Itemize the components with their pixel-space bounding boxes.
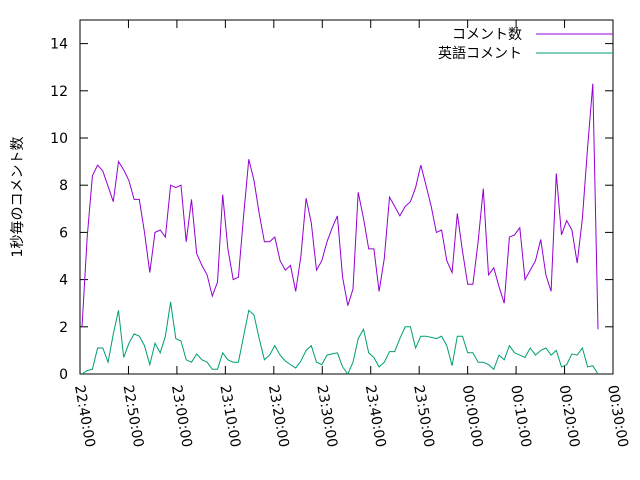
x-tick-label: 23:10:00 xyxy=(216,384,243,449)
x-tick-label: 22:50:00 xyxy=(120,384,147,449)
series-line-2 xyxy=(81,301,599,375)
x-tick-label: 23:50:00 xyxy=(410,384,437,449)
x-tick-label: 22:40:00 xyxy=(71,384,98,449)
legend-label: 英語コメント xyxy=(438,45,522,62)
y-tick-label: 8 xyxy=(59,178,68,194)
y-tick-label: 6 xyxy=(59,225,68,241)
series-line-1 xyxy=(81,83,599,330)
y-axis-label: 1秒毎のコメント数 xyxy=(10,137,26,258)
y-tick-label: 4 xyxy=(59,273,68,289)
x-tick-label: 23:20:00 xyxy=(265,384,292,449)
x-tick-label: 00:00:00 xyxy=(459,384,486,449)
x-tick-label: 23:00:00 xyxy=(168,384,195,449)
x-tick-label: 00:10:00 xyxy=(507,384,534,449)
x-tick-label: 00:20:00 xyxy=(556,384,583,449)
y-tick-label: 0 xyxy=(59,367,68,383)
y-axis-ticks: 0 2 4 6 8 10 12 14 xyxy=(50,37,613,383)
x-tick-label: 23:40:00 xyxy=(362,384,389,449)
y-tick-label: 12 xyxy=(50,84,68,100)
x-tick-label: 00:30:00 xyxy=(604,384,631,449)
y-tick-label: 10 xyxy=(50,131,68,147)
plot-frame xyxy=(79,19,614,375)
legend-label: コメント数 xyxy=(452,27,522,43)
series-lines xyxy=(81,83,599,375)
y-tick-label: 2 xyxy=(59,320,68,336)
y-tick-label: 14 xyxy=(50,37,68,53)
x-tick-label: 23:30:00 xyxy=(313,384,340,449)
